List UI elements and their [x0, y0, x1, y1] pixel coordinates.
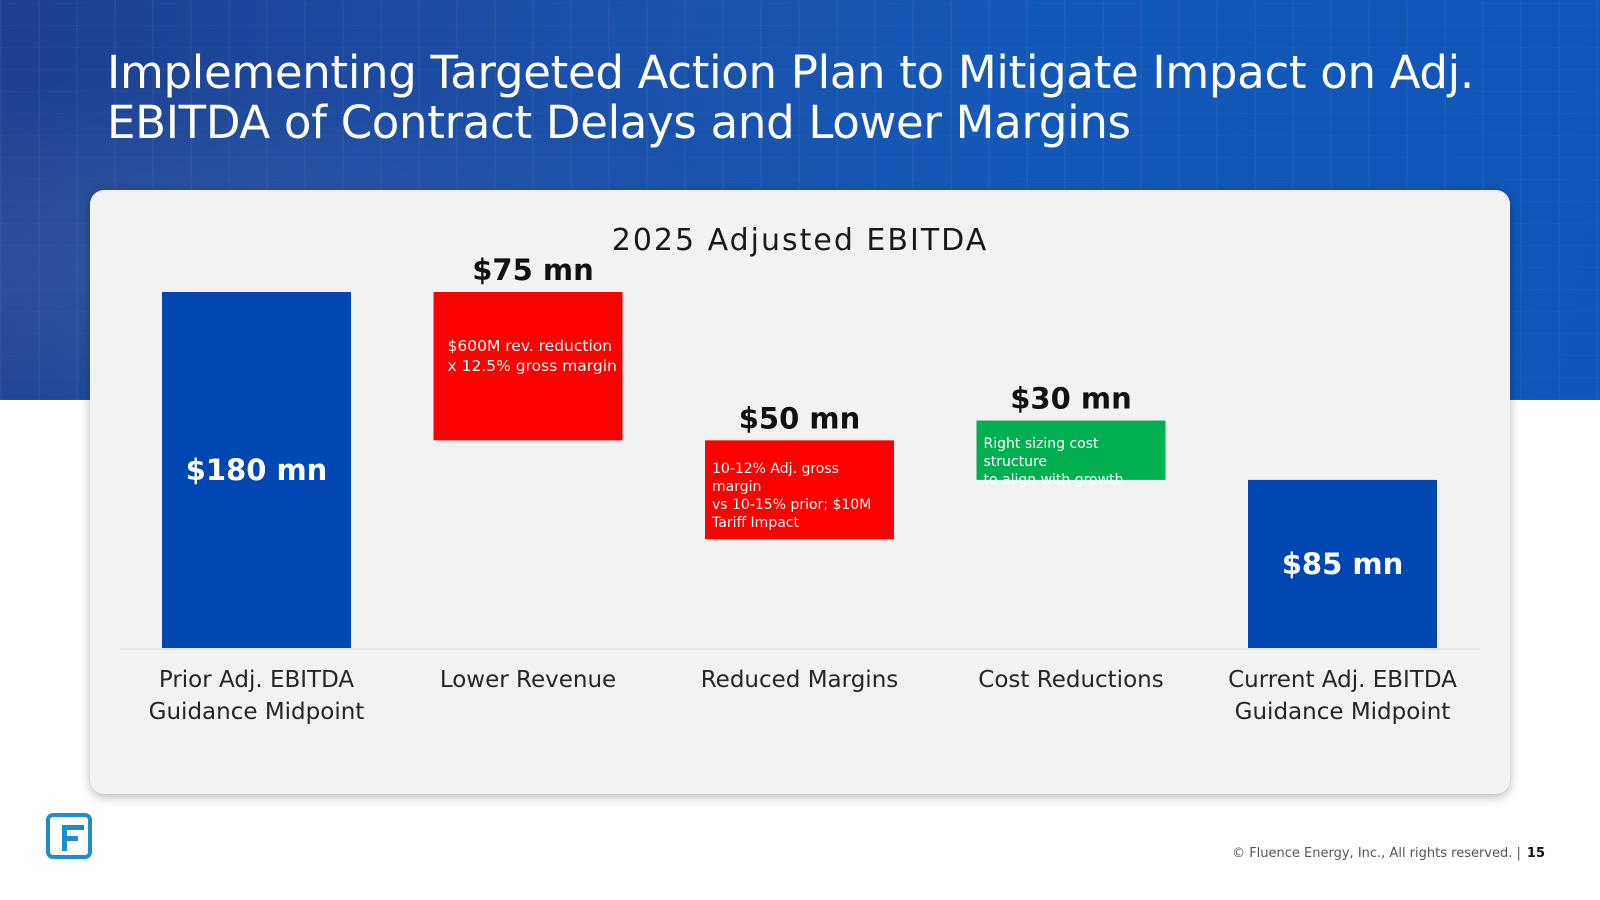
copyright-text: © Fluence Energy, Inc., All rights reser…	[1232, 846, 1521, 861]
value-label-3: $30 mn	[1010, 382, 1132, 416]
bar-1	[433, 292, 623, 441]
value-label-1: $75 mn	[472, 253, 594, 287]
chart-title: 2025 Adjusted EBITDA	[611, 223, 989, 258]
value-label-0: $180 mn	[186, 453, 328, 487]
bar-2	[705, 440, 894, 540]
bar-annotation-2: 10-12% Adj. gross margin vs 10-15% prior;…	[712, 461, 872, 532]
slide-title: Implementing Targeted Action Plan to Mit…	[107, 46, 1474, 149]
category-label-4: Current Adj. EBITDA Guidance Midpoint	[1228, 667, 1457, 725]
category-label-0: Prior Adj. EBITDA Guidance Midpoint	[148, 667, 365, 725]
fluence-logo-icon	[46, 813, 92, 859]
category-label-3: Cost Reductions	[978, 667, 1164, 693]
value-label-4: $85 mn	[1282, 547, 1404, 581]
category-label-1: Lower Revenue	[439, 667, 617, 693]
category-label-2: Reduced Margins	[700, 667, 899, 693]
bar-annotation-1: $600M rev. reduction x 12.5% gross margin	[447, 337, 617, 375]
footer: © Fluence Energy, Inc., All rights reser…	[1232, 846, 1545, 861]
page-number: 15	[1526, 846, 1545, 861]
bar-3	[976, 420, 1166, 480]
bar-4	[1248, 479, 1437, 648]
bar-annotation-3: Right sizing cost structure to align with…	[983, 435, 1124, 488]
value-label-2: $50 mn	[739, 401, 861, 435]
bar-0	[162, 292, 351, 648]
